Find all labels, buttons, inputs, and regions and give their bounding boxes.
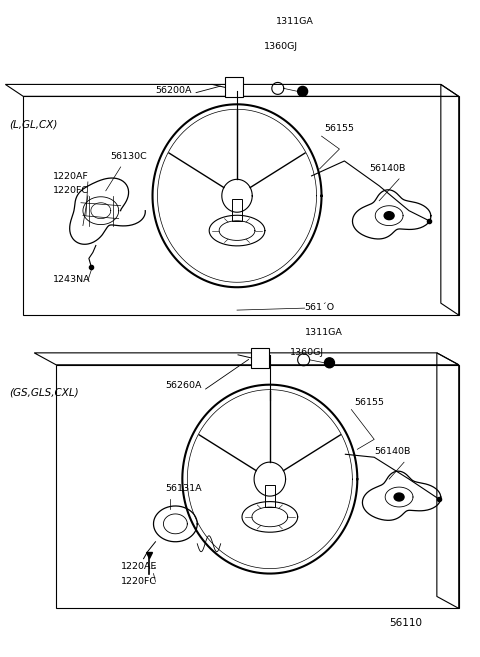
- Text: 56140B: 56140B: [374, 447, 410, 456]
- Ellipse shape: [384, 212, 394, 219]
- Circle shape: [324, 358, 335, 368]
- Text: 56130C: 56130C: [111, 152, 147, 161]
- Text: 56200A: 56200A: [156, 86, 192, 95]
- Text: 56110: 56110: [389, 618, 422, 628]
- Text: (L,GL,CX): (L,GL,CX): [9, 119, 58, 129]
- Text: 561´O: 561´O: [305, 303, 335, 312]
- Text: 56155: 56155: [324, 124, 355, 133]
- Text: 1311GA: 1311GA: [276, 17, 313, 26]
- Text: 1220AE: 1220AE: [120, 562, 157, 570]
- Text: 1220FC: 1220FC: [53, 186, 89, 194]
- Bar: [251, 348, 269, 368]
- Bar: [232, 199, 242, 221]
- Text: 56131A: 56131A: [166, 484, 202, 493]
- Text: 56260A: 56260A: [166, 380, 202, 390]
- Bar: [265, 485, 275, 507]
- Text: 1220AF: 1220AF: [53, 172, 89, 181]
- Text: 56140B: 56140B: [369, 164, 406, 173]
- Text: 1220FC: 1220FC: [120, 576, 156, 585]
- Text: 1360GJ: 1360GJ: [264, 41, 298, 51]
- Text: 1243NA: 1243NA: [53, 275, 91, 284]
- Ellipse shape: [394, 493, 404, 501]
- Text: 1360GJ: 1360GJ: [290, 348, 324, 357]
- Text: 1311GA: 1311GA: [305, 328, 343, 337]
- Circle shape: [298, 87, 308, 97]
- Bar: [225, 78, 243, 97]
- Text: (GS,GLS,CXL): (GS,GLS,CXL): [9, 388, 79, 397]
- Text: 56155: 56155: [354, 397, 384, 407]
